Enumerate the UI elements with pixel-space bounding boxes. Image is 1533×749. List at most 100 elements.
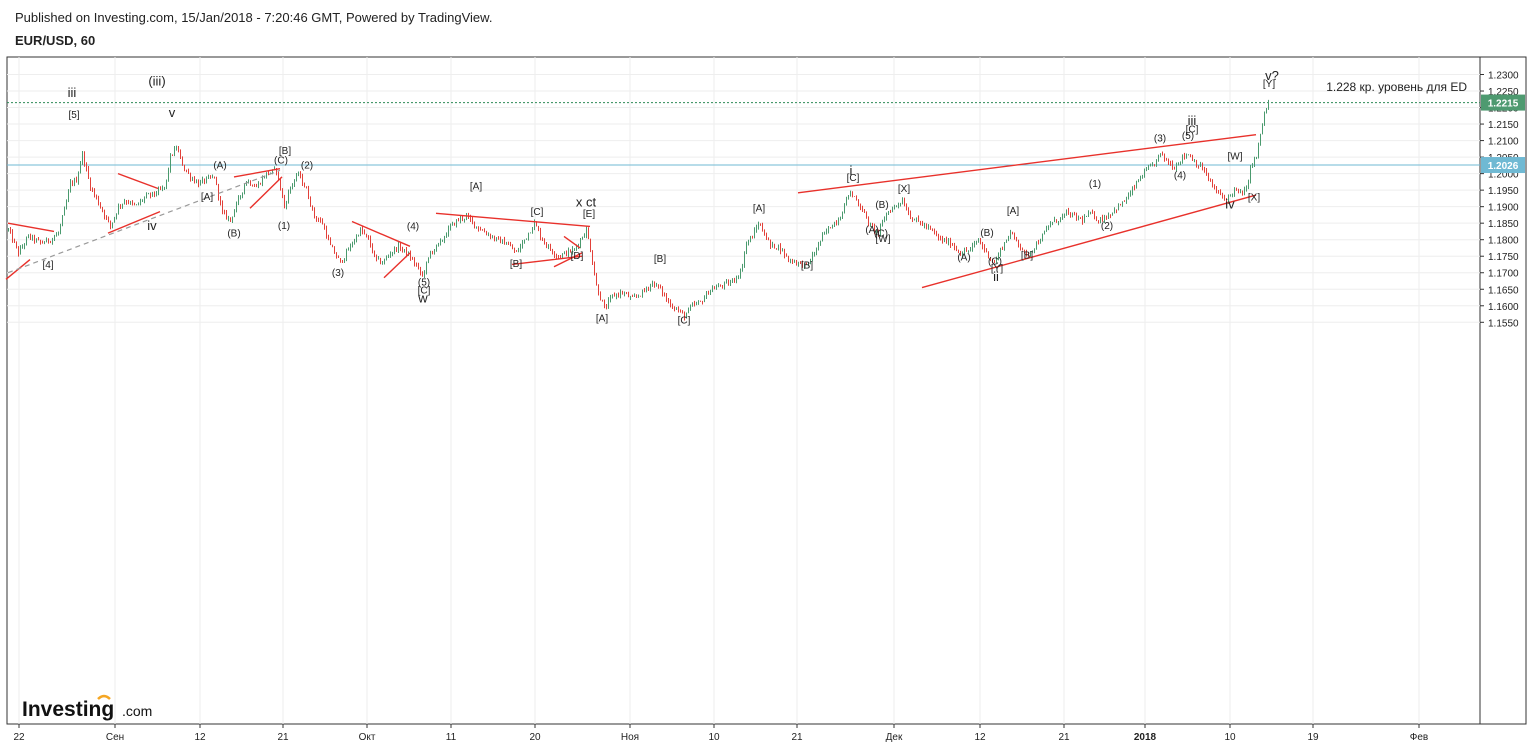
wave-label: w — [417, 290, 428, 305]
wave-label: [C] — [418, 286, 431, 297]
dashed-trendline — [7, 169, 281, 274]
grid-lines — [7, 57, 1480, 724]
wave-label: (C) — [274, 156, 288, 167]
wave-label: v? — [1265, 68, 1279, 83]
investing-logo: Investing .com — [22, 694, 152, 721]
price-tag-label: 1.2215 — [1488, 99, 1519, 110]
x-tick-label: 21 — [1058, 732, 1070, 743]
wave-label: x ct — [576, 195, 597, 210]
wave-label: (3) — [1154, 134, 1166, 145]
y-tick-label: 1.1850 — [1488, 219, 1519, 230]
trendline — [117, 172, 159, 190]
x-tick-label: 22 — [13, 732, 25, 743]
wave-label: (5) — [418, 277, 430, 288]
candlestick-series — [8, 99, 1269, 321]
chart-note: 1.228 кр. уровень для ED — [1326, 80, 1467, 94]
wave-label: (1) — [1089, 179, 1101, 190]
wave-label: (4) — [407, 221, 419, 232]
wave-label: i — [850, 163, 853, 178]
wave-label: [A] — [1007, 206, 1019, 217]
y-tick-label: 1.1650 — [1488, 285, 1519, 296]
trendline — [563, 235, 581, 249]
trendline — [553, 252, 583, 268]
wave-label: [C] — [847, 173, 860, 184]
trendlines — [5, 133, 1257, 289]
trendline — [249, 176, 283, 209]
wave-label: [C] — [1186, 124, 1199, 135]
trendline — [511, 255, 583, 266]
wave-label: v — [169, 105, 176, 120]
wave-label: iii — [68, 85, 77, 100]
x-tick-label: 21 — [791, 732, 803, 743]
symbol-title: EUR/USD, 60 — [15, 33, 96, 48]
wave-label: (3) — [332, 268, 344, 279]
wave-label: [Y] — [1263, 79, 1275, 90]
x-tick-label: 10 — [708, 732, 720, 743]
x-tick-label: 2018 — [1134, 732, 1157, 743]
x-tick-label: 20 — [529, 732, 541, 743]
trendline — [797, 133, 1257, 194]
y-axis: 1.23001.22501.22001.21501.21001.20501.20… — [1480, 71, 1525, 329]
y-tick-label: 1.2100 — [1488, 137, 1519, 148]
y-tick-label: 1.1600 — [1488, 302, 1519, 313]
wave-label: [C] — [678, 315, 691, 326]
wave-label: iii — [1188, 113, 1197, 128]
wave-label: (5) — [1182, 131, 1194, 142]
wave-label: (A) — [213, 161, 226, 172]
logo-arc-icon — [97, 694, 111, 700]
wave-label: [B] — [510, 259, 522, 270]
wave-label: [A] — [470, 181, 482, 192]
price-tag — [1481, 94, 1525, 111]
x-tick-label: Сен — [106, 732, 124, 743]
trendline — [435, 212, 591, 228]
wave-label: (B) — [875, 200, 888, 211]
y-tick-label: 1.1950 — [1488, 186, 1519, 197]
x-tick-label: Фев — [1410, 732, 1428, 743]
wave-annotations: (iii)iii[5] v[B](C)(A) (2)[A]iv(B)(1)[4](3… — [42, 68, 1278, 327]
wave-label: (4) — [1174, 171, 1186, 182]
wave-label: (A) — [957, 253, 970, 264]
x-tick-label: Ноя — [621, 732, 639, 743]
x-tick-label: Окт — [359, 732, 376, 743]
x-tick-label: 21 — [277, 732, 289, 743]
y-tick-label: 1.2250 — [1488, 87, 1519, 98]
wave-label: iv — [147, 218, 157, 233]
logo-suffix: .com — [122, 703, 152, 719]
wave-label: [A] — [201, 192, 213, 203]
wave-label: [D] — [571, 251, 584, 262]
wave-label: [Y] — [991, 264, 1003, 275]
wave-label: (B) — [227, 228, 240, 239]
wave-label: [X] — [898, 184, 910, 195]
y-tick-label: 1.2000 — [1488, 170, 1519, 181]
wave-label: (C) — [988, 256, 1002, 267]
wave-label: [B] — [801, 260, 813, 271]
trendline — [7, 222, 55, 233]
wave-label: (iii) — [148, 74, 165, 89]
horizontal-lines — [7, 102, 1480, 166]
y-tick-label: 1.1800 — [1488, 236, 1519, 247]
x-tick-label: 12 — [974, 732, 986, 743]
wave-label: (2) — [1101, 221, 1113, 232]
wave-label: (A) — [865, 225, 878, 236]
published-caption: Published on Investing.com, 15/Jan/2018 … — [15, 10, 493, 25]
y-tick-label: 1.2150 — [1488, 120, 1519, 131]
x-tick-label: Дек — [886, 732, 903, 743]
wave-label: iv — [1225, 196, 1235, 211]
wave-label: [B] — [279, 146, 291, 157]
wave-label: [B] — [654, 254, 666, 265]
price-tag-label: 1.2026 — [1488, 161, 1519, 172]
x-tick-label: 12 — [194, 732, 206, 743]
x-axis: 22 Сен 12 21 Окт 11 20 Ноя 10 21 Дек 12 21 2018 10 19 Фе… — [13, 724, 1428, 743]
trendline — [921, 194, 1257, 289]
y-tick-label: 1.1700 — [1488, 269, 1519, 280]
x-tick-label: 10 — [1224, 732, 1236, 743]
wave-label: [B] — [1021, 251, 1033, 262]
wave-label: [A] — [596, 313, 608, 324]
wave-label: (B) — [980, 228, 993, 239]
axis-frame — [1479, 56, 1527, 725]
y-tick-label: 1.1750 — [1488, 252, 1519, 263]
wave-label: [4] — [42, 260, 53, 271]
x-tick-label: 19 — [1307, 732, 1319, 743]
wave-label: ii — [993, 269, 999, 284]
